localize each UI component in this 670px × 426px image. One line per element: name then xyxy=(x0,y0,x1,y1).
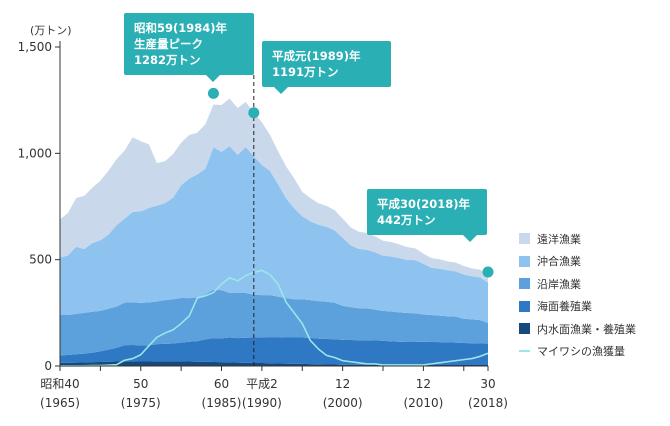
legend-item-distant-water: 遠洋漁業 xyxy=(519,229,636,248)
legend-label: 内水面漁業・養殖業 xyxy=(537,322,636,336)
callout-2018: 平成30(2018)年 442万トン xyxy=(367,189,487,242)
x-tick-label: 12 xyxy=(416,377,431,391)
x-tick-label: 12 xyxy=(335,377,350,391)
legend-swatch-inland xyxy=(519,323,530,335)
y-tick-label: 500 xyxy=(29,253,52,267)
area-series xyxy=(60,146,488,323)
x-tick-sublabel: (1965) xyxy=(40,396,80,410)
x-axis-ticks: 昭和40 (1965) 50 (1975) 60 (1985) 平成2 (1990) 12 (20… xyxy=(40,366,508,410)
area-series xyxy=(60,361,488,366)
x-tick-sublabel: (1985) xyxy=(202,396,242,410)
legend-label: 沿岸漁業 xyxy=(537,277,581,291)
x-tick-sublabel: (2010) xyxy=(403,396,443,410)
line-series-sardine xyxy=(60,269,489,367)
area-series xyxy=(60,337,488,365)
x-tick-sublabel: (1975) xyxy=(121,396,161,410)
legend-item-coastal: 沿岸漁業 xyxy=(519,274,636,293)
legend-item-offshore: 沖合漁業 xyxy=(519,252,636,271)
annotation-markers xyxy=(207,87,494,278)
legend-label: マイワシの漁獲量 xyxy=(537,345,625,359)
legend-item-marine-aquaculture: 海面養殖業 xyxy=(519,297,636,316)
legend-line-sardine xyxy=(519,350,530,353)
area-layers xyxy=(59,41,489,367)
x-tick-label: 30 xyxy=(480,377,495,391)
legend-label: 沖合漁業 xyxy=(537,255,581,269)
legend-swatch-offshore xyxy=(519,255,530,267)
x-tick-label: 60 xyxy=(214,377,229,391)
y-axis-unit: (万トン) xyxy=(30,24,72,37)
annotation-marker xyxy=(482,266,494,278)
y-tick-label: 1,500 xyxy=(18,40,52,54)
callout-1984-peak: 昭和59(1984)年 生産量ピーク 1282万トン xyxy=(124,13,254,82)
legend: 遠洋漁業 沖合漁業 沿岸漁業 海面養殖業 内水面漁業・養殖業 マイワシの漁獲量 xyxy=(519,229,636,365)
callout-1989: 平成元(1989)年 1191万トン xyxy=(262,41,391,94)
area-series xyxy=(60,289,488,356)
area-series xyxy=(60,98,488,283)
x-tick-sublabel: (2018) xyxy=(468,396,508,410)
y-tick-label: 0 xyxy=(44,359,52,373)
x-tick-label: 平成2 xyxy=(246,377,278,391)
x-tick-label: 昭和40 xyxy=(40,377,79,391)
x-tick-label: 50 xyxy=(133,377,148,391)
y-tick-label: 1,000 xyxy=(18,146,52,160)
legend-item-sardine: マイワシの漁獲量 xyxy=(519,342,636,361)
x-tick-sublabel: (2000) xyxy=(323,396,363,410)
y-axis-ticks: 0 500 1,000 1,500 xyxy=(18,40,60,373)
x-tick-sublabel: (1990) xyxy=(242,396,282,410)
annotation-marker xyxy=(248,107,260,119)
legend-swatch-marine-aquaculture xyxy=(519,300,530,312)
legend-label: 遠洋漁業 xyxy=(537,232,581,246)
legend-label: 海面養殖業 xyxy=(537,300,592,314)
legend-swatch-distant-water xyxy=(519,233,530,244)
annotation-marker xyxy=(207,87,219,99)
legend-item-inland: 内水面漁業・養殖業 xyxy=(519,319,636,338)
legend-swatch-coastal xyxy=(519,278,530,290)
